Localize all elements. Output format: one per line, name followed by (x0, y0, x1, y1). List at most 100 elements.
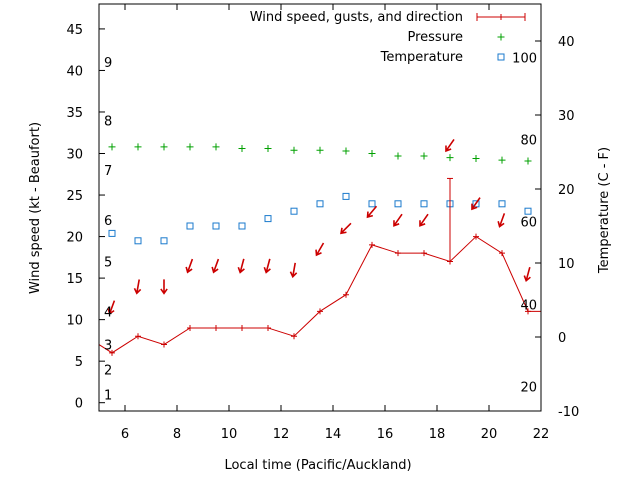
temperature-point (186, 222, 194, 230)
pressure-point (316, 146, 324, 154)
pressure-point (420, 152, 428, 160)
y-left-tick-label: 25 (66, 189, 83, 204)
wind-direction-arrow (133, 279, 142, 295)
y-left-tick-label: 0 (75, 397, 83, 412)
pressure-point (160, 143, 168, 151)
wind-direction-arrow (419, 213, 429, 227)
x-tick-label: 18 (429, 427, 446, 442)
beaufort-label: 3 (104, 339, 112, 354)
legend-sample-pressure (497, 33, 505, 41)
wind-speed-point (473, 233, 479, 240)
wind-speed-point (369, 241, 375, 248)
temperature-point (524, 207, 532, 215)
legend-pressure-point (497, 33, 505, 41)
wind-direction-arrow (445, 139, 455, 153)
temperature-point (134, 237, 142, 245)
wind-direction-arrow (393, 213, 403, 227)
y-right-tick-label: 20 (558, 183, 575, 198)
chart-labels: 6 8 10 12 14 16 18 20 22051015202530354045-10010… (66, 23, 579, 442)
fahrenheit-label: 60 (520, 216, 537, 231)
y-axis-title-right: Temperature (C - F) (597, 147, 612, 274)
temperature-point (264, 215, 272, 223)
y-right-tick-label: 0 (558, 331, 566, 346)
wind-direction-arrow (211, 258, 220, 274)
temperature-point (108, 229, 116, 237)
x-tick-label: 12 (273, 427, 290, 442)
pressure-point (394, 152, 402, 160)
wind-speed-point (135, 333, 141, 340)
beaufort-label: 2 (104, 363, 112, 378)
legend-wind-point (498, 14, 504, 20)
y-left-tick-label: 30 (66, 148, 83, 163)
y-left-tick-label: 20 (66, 231, 83, 246)
legend-label-wind: Wind speed, gusts, and direction (250, 10, 463, 25)
wind-direction-arrow (185, 258, 194, 274)
wind-direction-arrow (523, 266, 531, 283)
x-tick-label: 20 (481, 427, 498, 442)
y-right-tick-label: 40 (558, 35, 575, 50)
beaufort-label: 5 (104, 255, 112, 270)
temperature-point (290, 207, 298, 215)
pressure-point (108, 143, 116, 151)
fahrenheit-label: 40 (520, 298, 537, 313)
y-axis-title-left: Wind speed (kt - Beaufort) (28, 122, 43, 294)
wind-direction-arrow (366, 205, 378, 219)
wind-speed-point (161, 341, 167, 348)
legend-label-pressure: Pressure (407, 30, 463, 45)
pressure-point (342, 147, 350, 155)
temperature-point (420, 200, 428, 208)
x-tick-label: 6 (121, 427, 129, 442)
pressure-point (524, 157, 532, 165)
y-left-tick-label: 5 (75, 355, 83, 370)
wind-direction-arrow (289, 262, 298, 279)
temperature-point (212, 222, 220, 230)
wind-speed-point (343, 291, 349, 298)
pressure-point (186, 143, 194, 151)
pressure-point (368, 150, 376, 158)
pressure-point (446, 154, 454, 162)
x-tick-label: 22 (533, 427, 550, 442)
wind-direction-arrow (263, 258, 271, 274)
y-left-tick-label: 15 (66, 272, 83, 287)
wind-direction-arrow (340, 222, 352, 235)
fahrenheit-label: 100 (512, 51, 537, 66)
wind-speed-point (499, 250, 505, 257)
y-left-tick-label: 45 (66, 23, 83, 38)
temperature-point (238, 222, 246, 230)
x-axis-title: Local time (Pacific/Auckland) (224, 458, 411, 473)
legend: Wind speed, gusts, and direction Pressur… (250, 10, 526, 65)
chart-marks (98, 4, 542, 412)
beaufort-label: 7 (104, 164, 112, 179)
plot-frame (98, 3, 542, 412)
x-tick-label: 8 (173, 427, 181, 442)
wind-speed-point (421, 250, 427, 257)
beaufort-label: 9 (104, 56, 112, 71)
wind-speed-point (291, 333, 297, 340)
y-right-tick-label: 30 (558, 109, 575, 124)
y-right-tick-label: -10 (558, 405, 579, 420)
wind-direction-arrow (160, 279, 168, 295)
temperature-point (160, 237, 168, 245)
beaufort-label: 4 (104, 305, 112, 320)
wind-speed-point (109, 349, 115, 356)
x-tick-label: 10 (221, 427, 238, 442)
legend-temperature-point (497, 53, 505, 61)
y-left-tick-label: 35 (66, 106, 83, 121)
beaufort-label: 6 (104, 214, 112, 229)
pressure-point (498, 156, 506, 164)
temperature-point (498, 200, 506, 208)
wind-direction-arrow (497, 213, 506, 228)
pressure-point (472, 154, 480, 162)
legend-label-temperature: Temperature (380, 50, 463, 65)
wind-speed-point (317, 308, 323, 315)
temperature-point (316, 200, 324, 208)
y-right-tick-label: 10 (558, 257, 575, 272)
legend-sample-temperature (497, 53, 505, 61)
pressure-point (212, 143, 220, 151)
x-tick-label: 16 (377, 427, 394, 442)
wind-speed-point (213, 324, 219, 331)
fahrenheit-label: 80 (520, 133, 537, 148)
wind-speed-point (395, 250, 401, 257)
